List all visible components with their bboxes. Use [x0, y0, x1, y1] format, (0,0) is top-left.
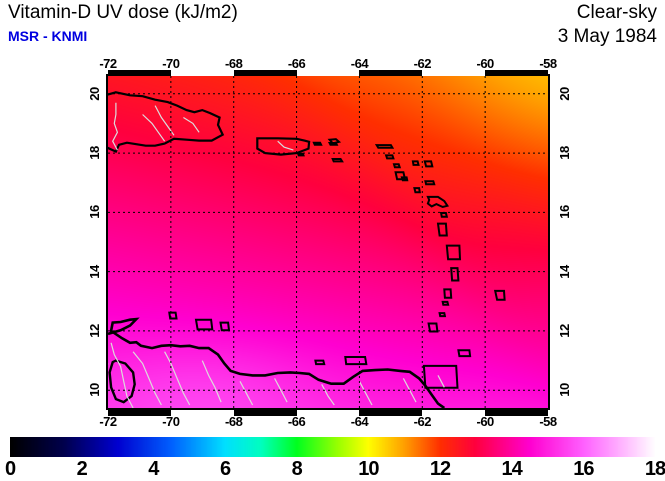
x-axis-tick-band-bottom — [108, 410, 171, 416]
y-axis-tick-label-left: 14 — [87, 264, 103, 279]
x-axis-tick-label-top: -60 — [476, 56, 494, 71]
colorbar-gradient — [10, 437, 655, 457]
colorbar-tick-label: 18 — [644, 458, 665, 480]
colorbar-tick-label: 2 — [76, 458, 88, 480]
y-axis-tick-label-right: 20 — [557, 87, 573, 101]
colorbar-tick-label: 6 — [219, 458, 231, 480]
x-axis-tick-band-top — [359, 70, 423, 76]
x-axis-tick-band-top — [485, 70, 548, 76]
colorbar-tick-label: 0 — [4, 458, 16, 480]
colorbar-tick-label: 10 — [358, 458, 379, 480]
colorbar-tick-label: 14 — [501, 458, 523, 480]
x-axis-tick-label-top: -64 — [350, 56, 369, 71]
x-axis-tick-label-bottom: -64 — [350, 414, 369, 429]
y-axis-tick-label-right: 18 — [557, 146, 573, 160]
date-label: 3 May 1984 — [557, 26, 657, 47]
x-axis-tick-label-top: -72 — [99, 56, 117, 71]
coastline-overlay — [108, 91, 506, 408]
x-axis-tick-band-bottom — [422, 410, 486, 416]
y-axis-tick-label-right: 14 — [557, 264, 573, 279]
x-axis-tick-band-bottom — [359, 410, 423, 416]
sky-condition-label: Clear-sky — [576, 2, 657, 23]
x-axis-tick-label-bottom: -62 — [413, 414, 432, 429]
x-axis-tick-band-bottom — [296, 410, 360, 416]
x-axis-tick-label-top: -58 — [539, 56, 557, 71]
uv-dose-map — [108, 76, 548, 408]
colorbar-tick-label: 4 — [148, 458, 159, 480]
page-title: Vitamin-D UV dose (kJ/m2) — [8, 2, 238, 23]
y-axis-tick-label-left: 10 — [87, 383, 103, 397]
colorbar-tick-label: 8 — [291, 458, 303, 480]
colorbar-tick-label: 16 — [573, 458, 594, 480]
y-axis-tick-label-left: 20 — [87, 87, 103, 101]
x-axis-tick-label-top: -68 — [225, 56, 243, 71]
colorbar-tick-label: 12 — [429, 458, 451, 480]
x-axis-tick-label-bottom: -72 — [99, 414, 117, 429]
uv-dose-heatmap-canvas — [108, 76, 548, 408]
colorbar — [10, 437, 655, 457]
x-axis-tick-band-top — [296, 70, 360, 76]
x-axis-tick-label-bottom: -68 — [225, 414, 243, 429]
x-axis-tick-band-bottom — [233, 410, 297, 416]
y-axis-tick-label-left: 16 — [87, 205, 103, 220]
x-axis-tick-band-top — [170, 70, 234, 76]
y-axis-tick-label-right: 10 — [557, 383, 573, 397]
data-source-label: MSR - KNMI — [8, 28, 88, 44]
x-axis-tick-label-top: -70 — [162, 56, 180, 71]
x-axis-tick-band-top — [108, 70, 171, 76]
x-axis-tick-band-bottom — [485, 410, 548, 416]
x-axis-tick-label-bottom: -60 — [476, 414, 494, 429]
y-axis-tick-label-left: 12 — [87, 324, 103, 338]
x-axis-tick-label-bottom: -70 — [162, 414, 180, 429]
y-axis-tick-label-right: 12 — [557, 324, 573, 338]
y-axis-tick-label-left: 18 — [87, 146, 103, 160]
x-axis-tick-band-bottom — [170, 410, 234, 416]
x-axis-tick-label-bottom: -66 — [287, 414, 306, 429]
x-axis-tick-label-top: -66 — [287, 56, 306, 71]
x-axis-tick-band-top — [422, 70, 486, 76]
graticule-grid — [108, 76, 548, 408]
x-axis-tick-band-top — [233, 70, 297, 76]
x-axis-tick-label-bottom: -58 — [539, 414, 557, 429]
x-axis-tick-label-top: -62 — [413, 56, 432, 71]
y-axis-tick-label-right: 16 — [557, 205, 573, 220]
